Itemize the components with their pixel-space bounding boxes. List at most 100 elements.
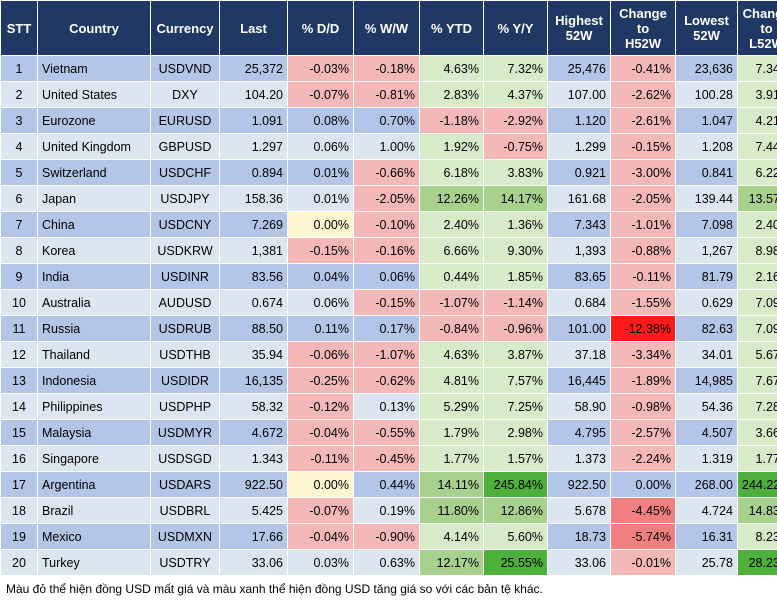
cell-stt: 16 (0, 445, 38, 472)
header-stt: STT (0, 0, 38, 56)
cell-country: Russia (37, 315, 151, 342)
cell-yy: 7.25% (483, 393, 548, 420)
cell-l52w: 139.44 (675, 185, 738, 212)
cell-ch52w: -4.45% (610, 497, 676, 524)
cell-l52w: 34.01 (675, 341, 738, 368)
cell-ww: 0.70% (353, 107, 420, 134)
cell-ch52w: -2.62% (610, 81, 676, 108)
cell-currency: USDTHB (150, 341, 220, 368)
cell-yy: 12.86% (483, 497, 548, 524)
cell-dd: 0.00% (287, 211, 354, 238)
cell-stt: 1 (0, 55, 38, 82)
cell-ytd: 4.14% (419, 523, 484, 550)
cell-currency: USDCHF (150, 159, 220, 186)
cell-l52w: 1.319 (675, 445, 738, 472)
cell-ytd: 2.83% (419, 81, 484, 108)
cell-currency: USDSGD (150, 445, 220, 472)
cell-dd: 0.01% (287, 159, 354, 186)
header-cl52w: ChangetoL52W (737, 0, 777, 56)
cell-ytd: 5.29% (419, 393, 484, 420)
cell-h52w: 107.00 (547, 81, 611, 108)
header-dd: % D/D (287, 0, 354, 56)
cell-cl52w: 14.83% (737, 497, 777, 524)
cell-stt: 12 (0, 341, 38, 368)
header-ww: % W/W (353, 0, 420, 56)
cell-country: Switzerland (37, 159, 151, 186)
cell-ch52w: -1.01% (610, 211, 676, 238)
cell-dd: -0.12% (287, 393, 354, 420)
cell-stt: 2 (0, 81, 38, 108)
cell-stt: 15 (0, 419, 38, 446)
cell-dd: -0.11% (287, 445, 354, 472)
cell-ww: -0.45% (353, 445, 420, 472)
cell-last: 16,135 (219, 367, 288, 394)
cell-h52w: 25,476 (547, 55, 611, 82)
cell-dd: 0.03% (287, 549, 354, 576)
cell-country: Australia (37, 289, 151, 316)
cell-cl52w: 4.21% (737, 107, 777, 134)
cell-country: Mexico (37, 523, 151, 550)
cell-dd: 0.06% (287, 133, 354, 160)
header-row: STT Country Currency Last% D/D% W/W% YTD% Y… (0, 0, 777, 56)
cell-currency: USDMXN (150, 523, 220, 550)
cell-currency: GBPUSD (150, 133, 220, 160)
cell-yy: 5.60% (483, 523, 548, 550)
header-l52w: Lowest 52W (675, 0, 738, 56)
cell-h52w: 0.921 (547, 159, 611, 186)
cell-ch52w: -12.38% (610, 315, 676, 342)
cell-h52w: 101.00 (547, 315, 611, 342)
cell-ytd: 12.26% (419, 185, 484, 212)
table-row: 14 Philippines USDPHP 58.32 -0.12% 0.13% 5.29%… (0, 393, 777, 420)
table-row: 16 Singapore USDSGD 1.343 -0.11% -0.45% 1.77% 1… (0, 445, 777, 472)
cell-dd: -0.25% (287, 367, 354, 394)
cell-l52w: 16.31 (675, 523, 738, 550)
cell-last: 104.20 (219, 81, 288, 108)
cell-country: Thailand (37, 341, 151, 368)
cell-yy: -1.14% (483, 289, 548, 316)
cell-stt: 11 (0, 315, 38, 342)
table-row: 13 Indonesia USDIDR 16,135 -0.25% -0.62% 4.81%… (0, 367, 777, 394)
cell-ch52w: -0.11% (610, 263, 676, 290)
cell-ytd: 6.66% (419, 237, 484, 264)
cell-last: 17.66 (219, 523, 288, 550)
cell-dd: -0.06% (287, 341, 354, 368)
cell-currency: USDKRW (150, 237, 220, 264)
cell-last: 83.56 (219, 263, 288, 290)
cell-country: Brazil (37, 497, 151, 524)
cell-currency: USDINR (150, 263, 220, 290)
table-row: 3 Eurozone EURUSD 1.091 0.08% 0.70% -1.18% -2.9… (0, 107, 777, 134)
cell-last: 5.425 (219, 497, 288, 524)
cell-ww: 0.06% (353, 263, 420, 290)
cell-l52w: 54.36 (675, 393, 738, 420)
cell-dd: -0.15% (287, 237, 354, 264)
cell-country: Philippines (37, 393, 151, 420)
cell-currency: AUDUSD (150, 289, 220, 316)
cell-h52w: 0.684 (547, 289, 611, 316)
cell-stt: 6 (0, 185, 38, 212)
cell-last: 158.36 (219, 185, 288, 212)
cell-country: United States (37, 81, 151, 108)
cell-ww: -0.81% (353, 81, 420, 108)
cell-last: 7.269 (219, 211, 288, 238)
header-ch52w: Change to H52W (610, 0, 676, 56)
table-row: 12 Thailand USDTHB 35.94 -0.06% -1.07% 4.63% 3.… (0, 341, 777, 368)
cell-ch52w: -0.15% (610, 133, 676, 160)
cell-dd: -0.04% (287, 523, 354, 550)
cell-country: Indonesia (37, 367, 151, 394)
cell-ytd: -1.07% (419, 289, 484, 316)
cell-l52w: 4.724 (675, 497, 738, 524)
cell-l52w: 23,636 (675, 55, 738, 82)
header-ytd: % YTD (419, 0, 484, 56)
cell-country: Japan (37, 185, 151, 212)
cell-h52w: 37.18 (547, 341, 611, 368)
cell-yy: -0.96% (483, 315, 548, 342)
cell-stt: 20 (0, 549, 38, 576)
cell-l52w: 82.63 (675, 315, 738, 342)
cell-currency: USDARS (150, 471, 220, 498)
cell-country: Vietnam (37, 55, 151, 82)
cell-currency: USDTRY (150, 549, 220, 576)
cell-ww: -0.55% (353, 419, 420, 446)
cell-ch52w: -3.34% (610, 341, 676, 368)
cell-currency: USDJPY (150, 185, 220, 212)
cell-last: 0.894 (219, 159, 288, 186)
